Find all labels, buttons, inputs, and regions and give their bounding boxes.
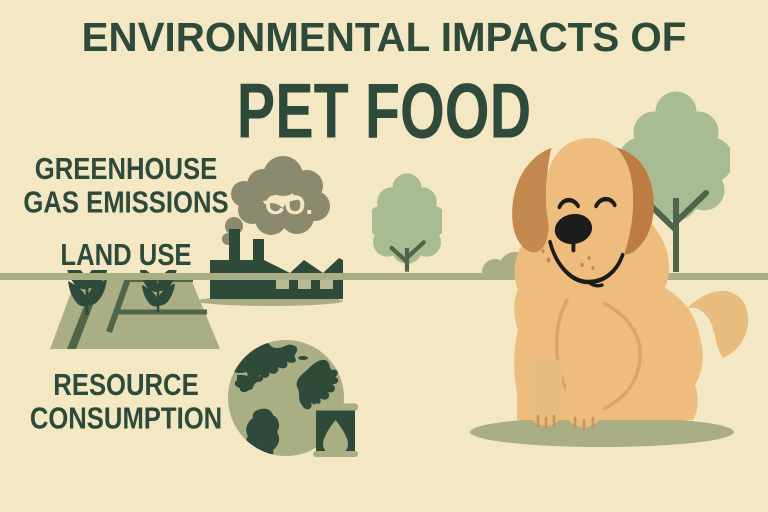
svg-text:CO.: CO. xyxy=(265,190,313,220)
